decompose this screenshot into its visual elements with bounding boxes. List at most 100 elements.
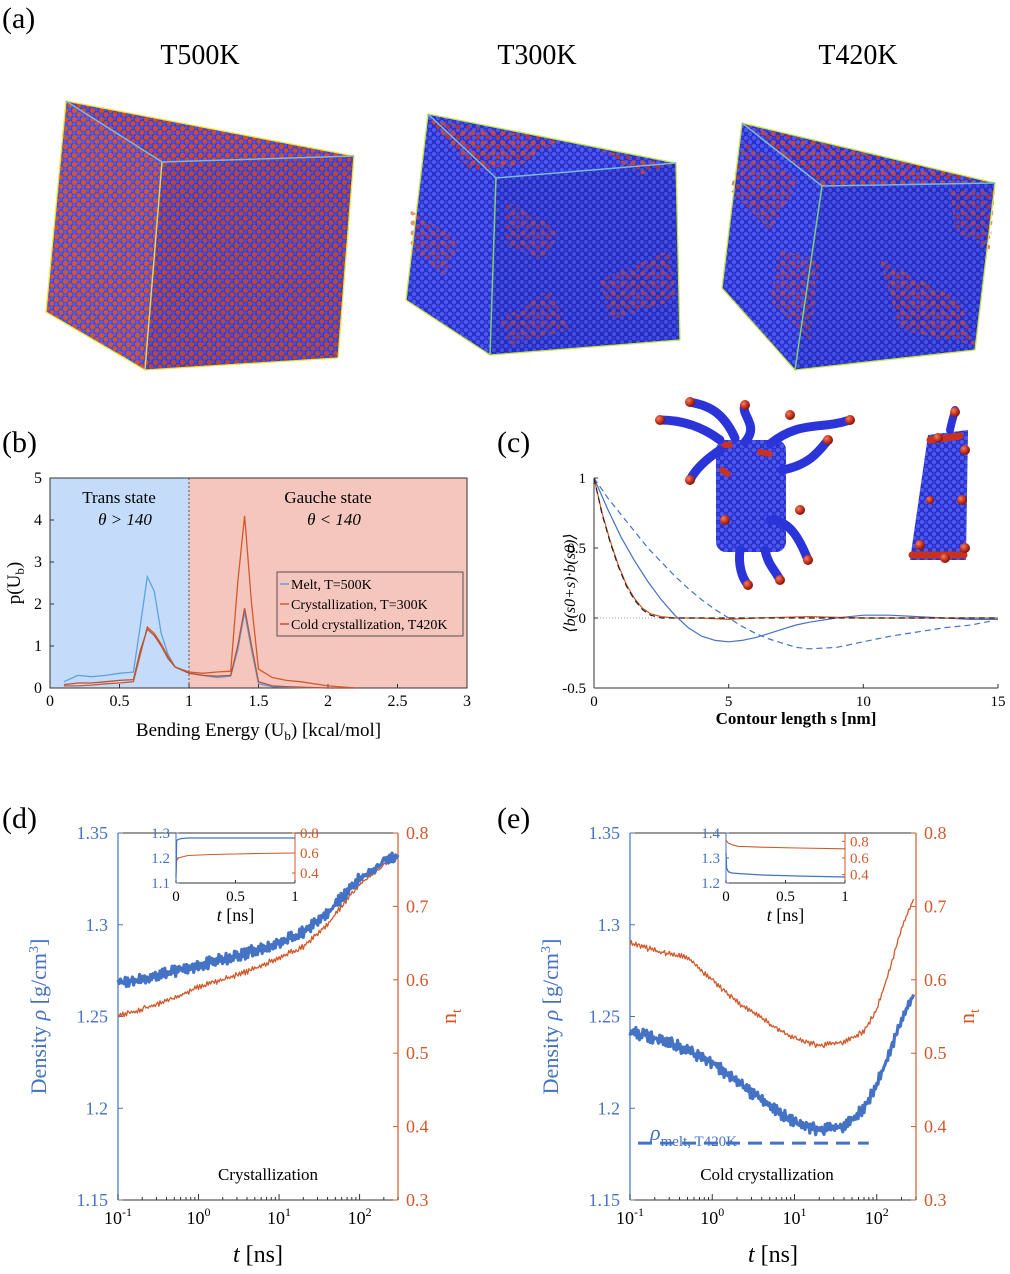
x-tick-label: 10 — [856, 694, 871, 710]
x-tick-label: 0 — [590, 694, 598, 710]
inset-y-tick-label: 1.4 — [701, 826, 720, 842]
panel-a: T500K T300K T420K — [45, 40, 996, 371]
y2-axis-label: nt — [954, 1009, 983, 1024]
y-tick-label: 1 — [579, 471, 587, 487]
x-tick-label: 100 — [187, 1205, 211, 1228]
x-axis-label: Contour length s [nm] — [716, 709, 877, 728]
legend-entry: Crystallization, T=300K — [291, 598, 428, 613]
panel-label-c: (c) — [497, 426, 530, 459]
series-line-2 — [63, 608, 356, 689]
box-title-t420k: T420K — [818, 40, 897, 71]
trans-state-label: Trans state — [82, 488, 156, 507]
inset-x-tick-label: 0.5 — [776, 889, 795, 905]
inset-y2-tick-label: 0.8 — [300, 826, 319, 842]
inset-x-tick-label: 1 — [291, 889, 299, 905]
trans-state-condition: θ > 140 — [98, 510, 152, 529]
melt-density-label: ρmelt, T420K — [649, 1120, 737, 1150]
inset-y-tick-label: 1.2 — [151, 851, 170, 867]
y2-tick-label: 0.6 — [406, 970, 429, 990]
y2-tick-label: 0.4 — [924, 1117, 947, 1137]
y-tick-label: 2 — [34, 596, 42, 613]
density-series-line — [116, 851, 400, 989]
inset-y-tick-label: 1.3 — [151, 826, 170, 842]
x-tick-label: 2 — [324, 693, 332, 710]
gauche-state-label: Gauche state — [284, 488, 371, 507]
y-tick-label: 1.35 — [77, 823, 109, 843]
x-tick-label: 100 — [700, 1205, 724, 1228]
inset-y-tick-label: 1.1 — [151, 876, 170, 892]
x-tick-label: 15 — [991, 694, 1006, 710]
y-tick-label: 1.2 — [598, 1098, 621, 1118]
simulation-box-t420k — [721, 122, 996, 371]
chart-e: 10-1 100 101 102 1.15 1.2 1.25 1.3 1.35 0.3 0.4 0.5… — [538, 823, 983, 1268]
x-tick-label: 10-1 — [616, 1205, 644, 1228]
y-axis-label: Density ρ [g/cm3] — [538, 939, 563, 1095]
y-tick-label: 0 — [579, 611, 587, 627]
x-tick-label: 3 — [463, 693, 471, 710]
x-tick-label: 101 — [783, 1205, 807, 1228]
legend-box — [276, 571, 464, 637]
y-tick-label: -0.5 — [562, 681, 586, 697]
x-tick-label: 5 — [725, 694, 733, 710]
simulation-box-t300k — [405, 113, 681, 356]
y-tick-label: 1.2 — [86, 1098, 109, 1118]
x-tick-label: 1 — [185, 693, 193, 710]
inset-background — [726, 833, 845, 883]
panel-label-a: (a) — [2, 2, 35, 35]
y2-tick-label: 0.5 — [924, 1043, 947, 1063]
y-tick-label: 1.25 — [77, 1007, 109, 1027]
y2-tick-label: 0.4 — [406, 1117, 429, 1137]
y-tick-label: 1 — [34, 638, 42, 655]
chain-snapshot-crystal — [908, 406, 970, 563]
y-tick-label: 0 — [34, 680, 42, 697]
inset-nt-line — [175, 852, 296, 876]
series-line-1 — [593, 477, 993, 650]
y-axis-label: ⟨b(s0+s)·b(s0)⟩ — [562, 533, 579, 632]
y2-tick-label: 0.6 — [924, 970, 947, 990]
inset-y2-tick-label: 0.4 — [850, 868, 869, 884]
series-line-3 — [593, 477, 998, 619]
y2-tick-label: 0.7 — [406, 896, 429, 916]
inset-y2-tick-label: 0.6 — [850, 851, 869, 867]
box-title-t500k: T500K — [160, 40, 239, 71]
x-tick-label: 10-1 — [104, 1205, 132, 1228]
nt-series-line — [117, 854, 399, 1018]
melt-density-subscript: melt, T420K — [661, 1134, 738, 1150]
y2-tick-label: 0.8 — [924, 823, 947, 843]
legend-entry: Melt, T=500K — [291, 578, 372, 593]
y2-tick-label: 0.7 — [924, 896, 947, 916]
inset-y2-tick-label: 0.6 — [300, 846, 319, 862]
y-tick-label: 1.35 — [589, 823, 621, 843]
legend-entry: Cold crystallization, T420K — [291, 618, 447, 633]
inset-y2-tick-label: 0.4 — [300, 866, 319, 882]
y2-tick-label: 0.5 — [406, 1043, 429, 1063]
annotation-crystallization: Crystallization — [218, 1165, 319, 1184]
inset-background — [176, 833, 295, 883]
y-tick-label: 1.15 — [589, 1190, 621, 1210]
inset-x-tick-label: 0 — [722, 889, 730, 905]
inset-x-axis-label: t [ns] — [767, 905, 805, 925]
panel-label-e: (e) — [497, 802, 530, 835]
x-tick-label: 0 — [46, 693, 54, 710]
x-tick-label: 1.5 — [249, 693, 269, 710]
y-tick-label: 1.3 — [598, 915, 621, 935]
x-tick-label: 101 — [267, 1205, 291, 1228]
y-tick-label: 1.25 — [589, 1007, 621, 1027]
series-line-1 — [63, 515, 356, 689]
y-axis-label: p(Ub) — [4, 562, 27, 604]
annotation-cold-crystallization: Cold crystallization — [700, 1165, 834, 1184]
inset-x-tick-label: 0 — [172, 889, 180, 905]
inset-nt-line — [725, 839, 846, 850]
inset-density-line — [175, 837, 295, 879]
density-series-line — [628, 993, 916, 1137]
y-tick-label: 4 — [34, 512, 42, 529]
y2-axis-label: nt — [436, 1009, 465, 1024]
y-tick-label: 1.15 — [77, 1190, 109, 1210]
inset-y-tick-label: 1.2 — [701, 876, 720, 892]
panel-label-d: (d) — [2, 802, 37, 835]
chart-d: 10-1 100 101 102 1.15 1.2 1.25 1.3 1.35 0.3 0.4 0.5… — [26, 823, 465, 1268]
y-tick-label: 1.3 — [86, 915, 109, 935]
chart-b: 0 0.5 1 1.5 2 2.5 3 0 1 2 3 4 5 Bending Energy (Ub) [… — [4, 470, 471, 743]
x-axis-label: Bending Energy (Ub) [kcal/mol] — [136, 720, 381, 743]
